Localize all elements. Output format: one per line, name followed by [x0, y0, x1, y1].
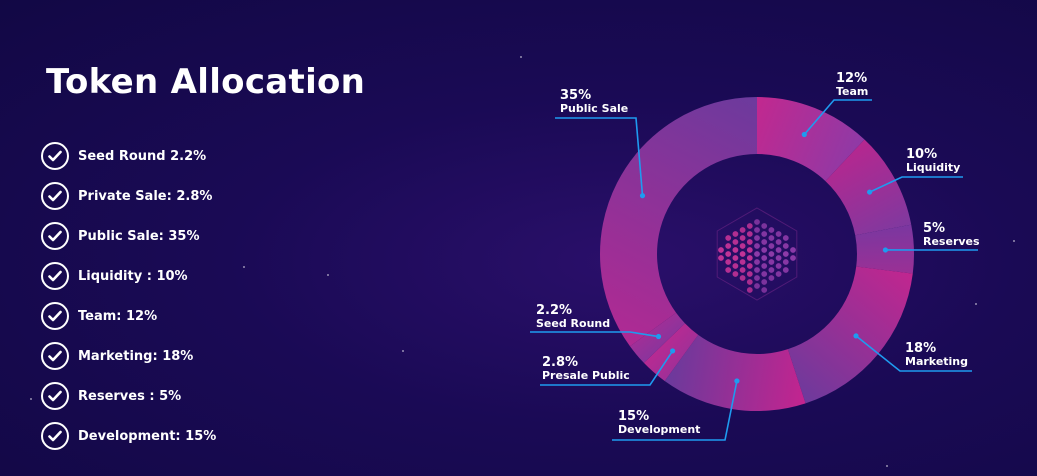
leader-line [540, 350, 674, 386]
leader-lines [530, 99, 978, 441]
donut-slice-development [664, 334, 806, 412]
allocation-label: Development: 15% [78, 428, 217, 444]
slice-name-label: Marketing [905, 355, 968, 368]
slice-percent-label: 18% [905, 341, 936, 356]
allocation-label: Private Sale: 2.8% [78, 188, 213, 204]
donut-slice-liquidity [825, 139, 912, 236]
allocation-label: Team: 12% [78, 308, 158, 324]
token-cube-logo [716, 207, 798, 301]
allocation-item: Private Sale: 2.8% [41, 180, 216, 212]
allocation-list: Seed Round 2.2% Private Sale: 2.8% Public … [41, 140, 216, 460]
leader-line [855, 335, 972, 372]
check-circle-icon [41, 382, 69, 410]
allocation-label: Marketing: 18% [78, 348, 194, 364]
check-circle-icon [41, 182, 69, 210]
leader-line [530, 331, 659, 338]
slice-name-label: Seed Round [536, 317, 610, 330]
leader-dot [639, 193, 646, 199]
slice-name-label: Reserves [923, 235, 980, 248]
slice-percent-label: 2.2% [536, 303, 572, 318]
check-circle-icon [41, 222, 69, 250]
slice-percent-label: 35% [560, 88, 591, 103]
slice-labels: 12%Team 10%Liquidity 5%Reserves 18%Marketin… [536, 71, 980, 436]
leader-dot [734, 378, 740, 384]
leader-dot [882, 247, 889, 253]
slice-percent-label: 12% [836, 71, 867, 86]
allocation-item: Development: 15% [41, 420, 216, 452]
donut-slice-team [757, 97, 865, 182]
leader-dot [867, 189, 873, 195]
allocation-item: Team: 12% [41, 300, 216, 332]
allocation-item: Public Sale: 35% [41, 220, 216, 252]
leader-line [555, 117, 644, 196]
slice-name-label: Liquidity [906, 161, 960, 174]
allocation-item: Marketing: 18% [41, 340, 216, 372]
slice-percent-label: 10% [906, 147, 937, 162]
leader-line [612, 380, 738, 441]
check-circle-icon [41, 302, 69, 330]
leader-line [869, 176, 963, 193]
slice-percent-label: 15% [618, 409, 649, 424]
slice-percent-label: 5% [923, 221, 945, 236]
slice-name-label: Public Sale [560, 102, 628, 115]
leader-dot [853, 333, 859, 339]
check-circle-icon [41, 262, 69, 290]
page-title: Token Allocation [46, 62, 366, 102]
check-circle-icon [41, 422, 69, 450]
check-circle-icon [41, 142, 69, 170]
slice-name-label: Development [618, 423, 700, 436]
allocation-label: Reserves : 5% [78, 388, 182, 404]
allocation-label: Liquidity : 10% [78, 268, 188, 284]
slice-percent-label: 2.8% [542, 355, 578, 370]
leader-line [803, 99, 872, 136]
allocation-label: Public Sale: 35% [78, 228, 200, 244]
leader-dot [670, 348, 676, 354]
check-circle-icon [41, 342, 69, 370]
allocation-item: Liquidity : 10% [41, 260, 216, 292]
allocation-item: Seed Round 2.2% [41, 140, 216, 172]
donut-slice-marketing [787, 266, 913, 404]
leader-dot [655, 333, 662, 340]
allocation-item: Reserves : 5% [41, 380, 216, 412]
leader-dot [801, 131, 807, 138]
allocation-label: Seed Round 2.2% [78, 148, 207, 164]
slice-name-label: Team [836, 85, 868, 98]
slice-name-label: Presale Public [542, 369, 630, 382]
